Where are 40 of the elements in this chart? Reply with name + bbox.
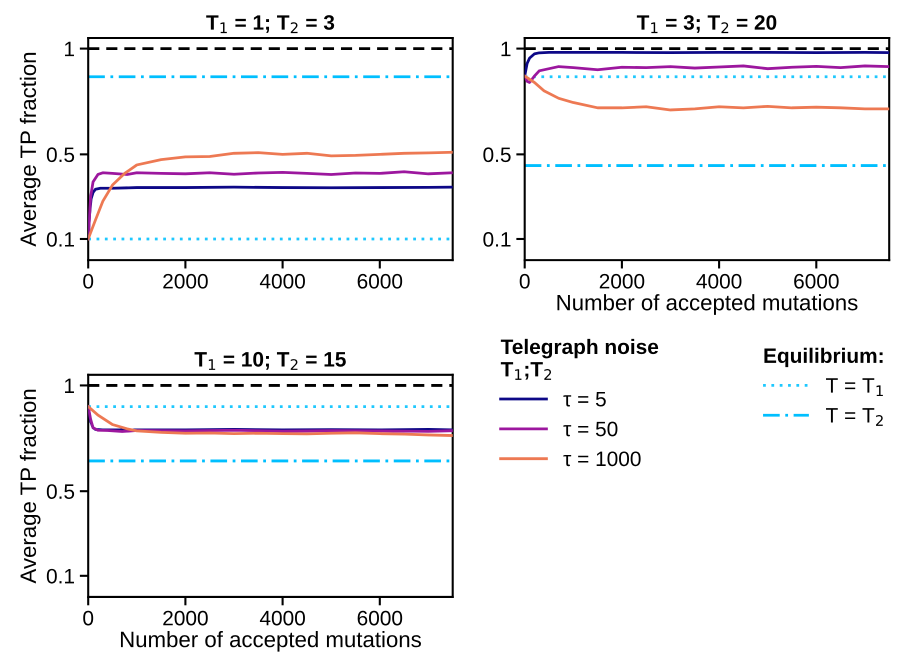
x-tick-label: 2000 bbox=[600, 274, 644, 289]
y-tick-label: 0.1 bbox=[46, 568, 74, 584]
y-tick-label: 0.1 bbox=[46, 232, 74, 247]
line-series bbox=[524, 74, 890, 112]
line-series bbox=[524, 64, 890, 84]
line-series bbox=[88, 150, 453, 240]
y-tick-label: 1 bbox=[65, 42, 74, 56]
y-tick-label: 0.5 bbox=[46, 484, 74, 499]
legend-title: Telegraph noise T$_{1}$;T$_{2}$ bbox=[500, 338, 658, 380]
x-tick-label: 0 bbox=[83, 274, 94, 289]
x-tick-label: 2000 bbox=[163, 610, 208, 626]
x-tick-label: 4000 bbox=[260, 274, 305, 289]
x-axis-title: Number of accepted mutations bbox=[120, 630, 421, 652]
y-tick-label: 0.1 bbox=[483, 232, 510, 247]
x-tick-label: 6000 bbox=[794, 274, 839, 289]
legend-label: τ = 1000 bbox=[563, 451, 641, 466]
line-series bbox=[524, 51, 890, 78]
x-tick-label: 0 bbox=[83, 610, 94, 626]
x-tick-label: 4000 bbox=[260, 610, 305, 626]
y-axis-title: Average TP fraction bbox=[20, 52, 40, 247]
legend-label: T = T$_{1}$ bbox=[826, 378, 883, 396]
x-tick-label: 4000 bbox=[696, 274, 742, 289]
chart-title: T$_{1}$ = 3; T$_{2}$ = 20 bbox=[636, 15, 776, 34]
legend-label: T = T$_{2}$ bbox=[826, 408, 883, 426]
line-series bbox=[88, 170, 453, 240]
y-tick-label: 1 bbox=[65, 378, 74, 393]
chart-title: T$_{1}$ = 10; T$_{2}$ = 15 bbox=[194, 352, 346, 370]
legend-label: τ = 50 bbox=[563, 422, 618, 436]
x-tick-label: 0 bbox=[520, 274, 530, 289]
x-tick-label: 2000 bbox=[163, 274, 208, 289]
y-tick-label: 1 bbox=[502, 42, 510, 56]
chart-title: T$_{1}$ = 1; T$_{2}$ = 3 bbox=[206, 15, 334, 34]
y-axis-title: Average TP fraction bbox=[20, 390, 40, 584]
x-axis-title: Number of accepted mutations bbox=[557, 294, 858, 315]
y-tick-label: 0.5 bbox=[46, 147, 74, 162]
legend-label: τ = 5 bbox=[563, 392, 606, 407]
x-tick-label: 6000 bbox=[358, 274, 402, 289]
text: Equilibrium: bbox=[764, 348, 883, 368]
y-tick-label: 0.5 bbox=[483, 147, 511, 162]
x-tick-label: 6000 bbox=[358, 610, 402, 626]
